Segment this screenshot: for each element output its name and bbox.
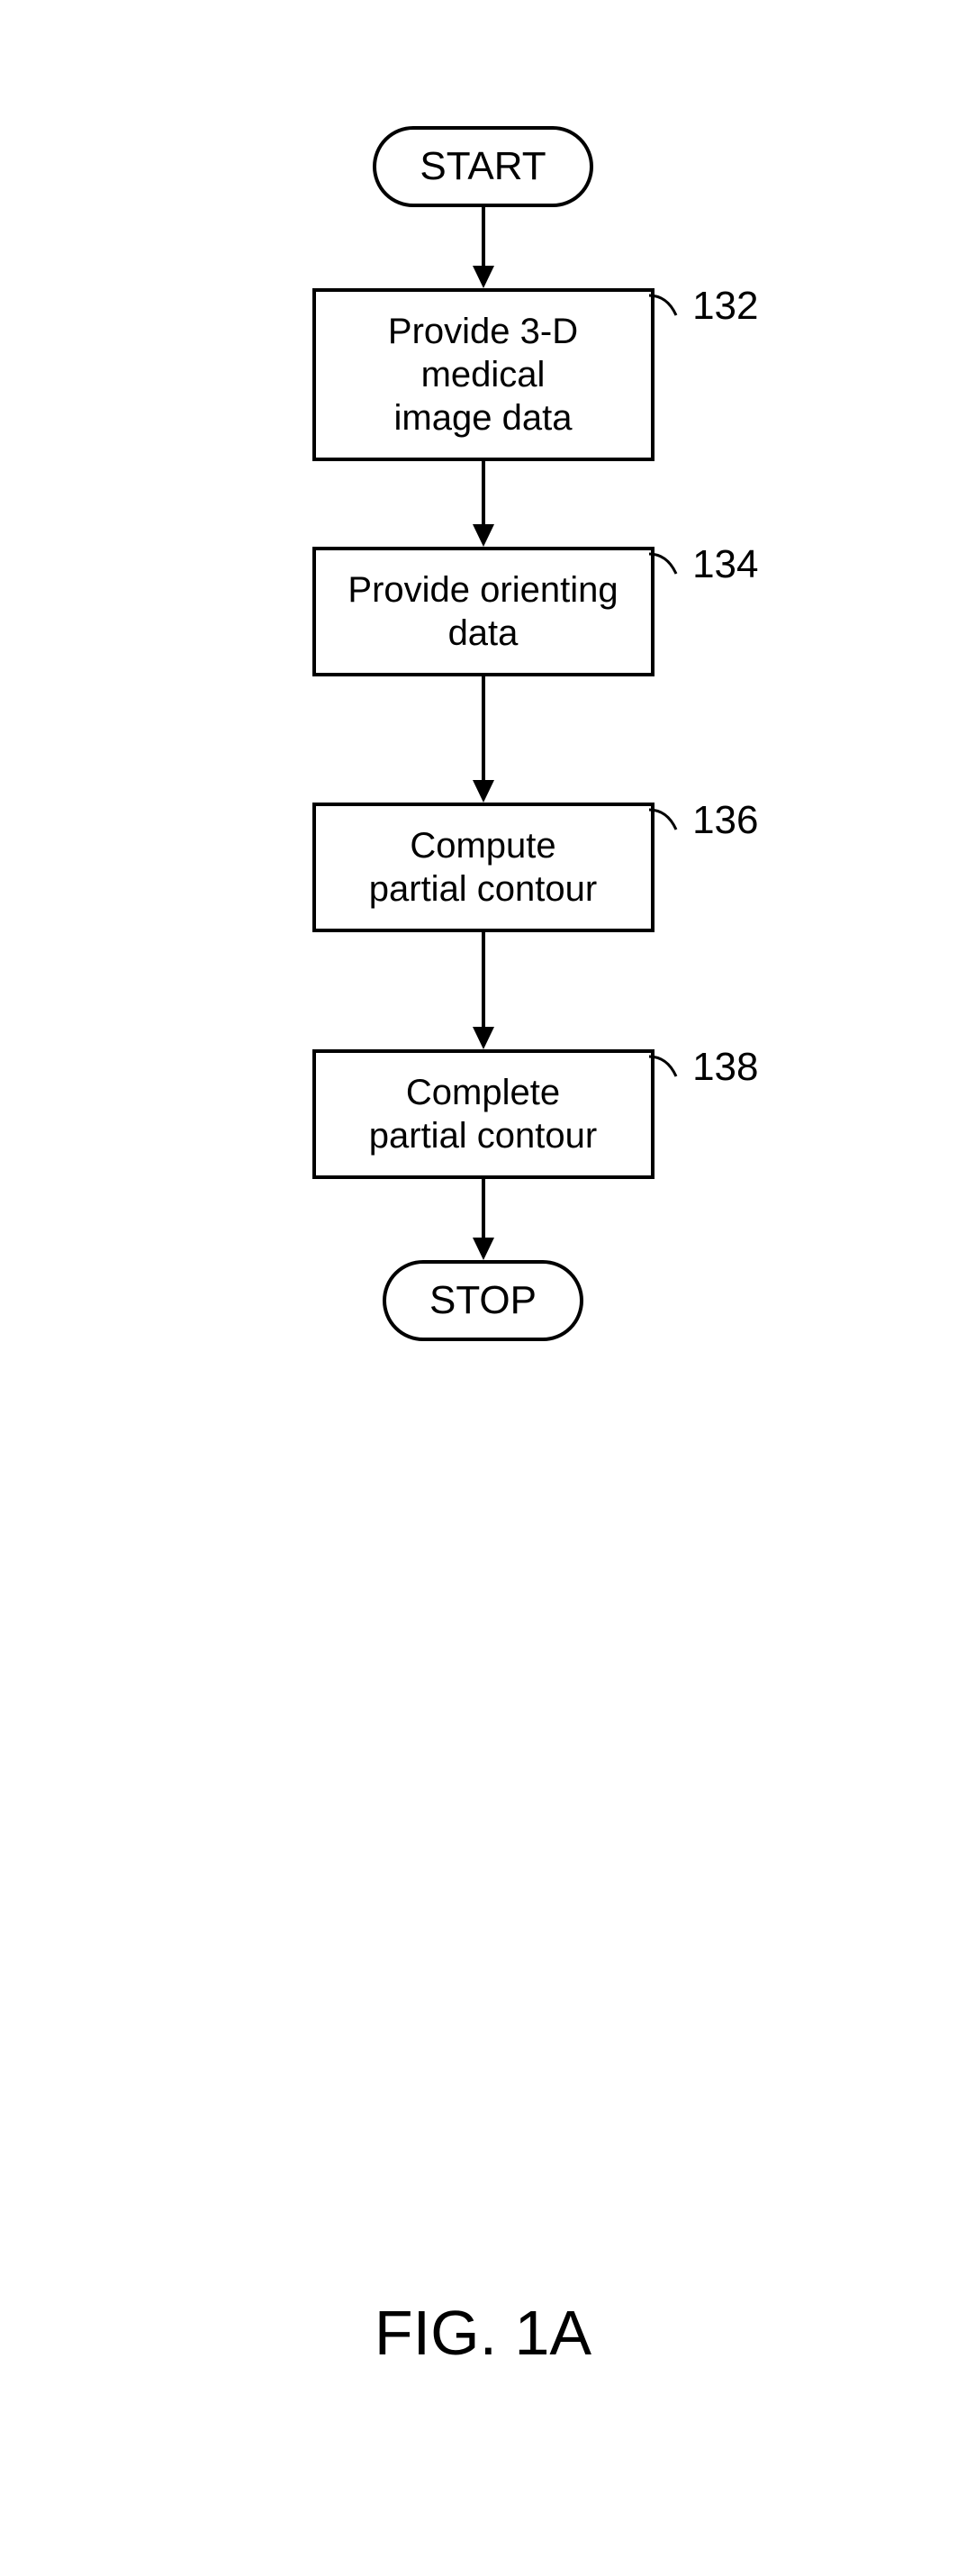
connector-2 bbox=[649, 547, 694, 583]
process-step-2: Provide orientingdata 134 bbox=[312, 547, 655, 676]
step-4-label: 138 bbox=[692, 1044, 758, 1092]
process-step-4: Completepartial contour 138 bbox=[312, 1049, 655, 1179]
connector-1 bbox=[649, 288, 694, 324]
process-step-3: Computepartial contour 136 bbox=[312, 803, 655, 932]
stop-label: STOP bbox=[429, 1278, 537, 1322]
connector-4 bbox=[649, 1049, 694, 1085]
step-4-text: Completepartial contour bbox=[369, 1073, 597, 1156]
start-label: START bbox=[420, 144, 546, 188]
figure-label: FIG. 1A bbox=[375, 2297, 591, 2369]
flowchart-container: START Provide 3-Dmedicalimage data 132 P… bbox=[312, 126, 655, 1341]
step-1-label: 132 bbox=[692, 283, 758, 331]
step-3-text: Computepartial contour bbox=[369, 826, 597, 909]
arrow-3 bbox=[465, 676, 501, 803]
connector-3 bbox=[649, 803, 694, 839]
stop-terminal: STOP bbox=[383, 1260, 583, 1341]
start-terminal: START bbox=[373, 126, 592, 207]
step-3-label: 136 bbox=[692, 797, 758, 845]
arrow-5 bbox=[465, 1179, 501, 1260]
arrow-1 bbox=[465, 207, 501, 288]
process-step-1: Provide 3-Dmedicalimage data 132 bbox=[312, 288, 655, 461]
arrow-2 bbox=[465, 461, 501, 547]
arrow-4 bbox=[465, 932, 501, 1049]
step-1-text: Provide 3-Dmedicalimage data bbox=[388, 312, 578, 438]
step-2-text: Provide orientingdata bbox=[348, 570, 618, 653]
step-2-label: 134 bbox=[692, 541, 758, 589]
